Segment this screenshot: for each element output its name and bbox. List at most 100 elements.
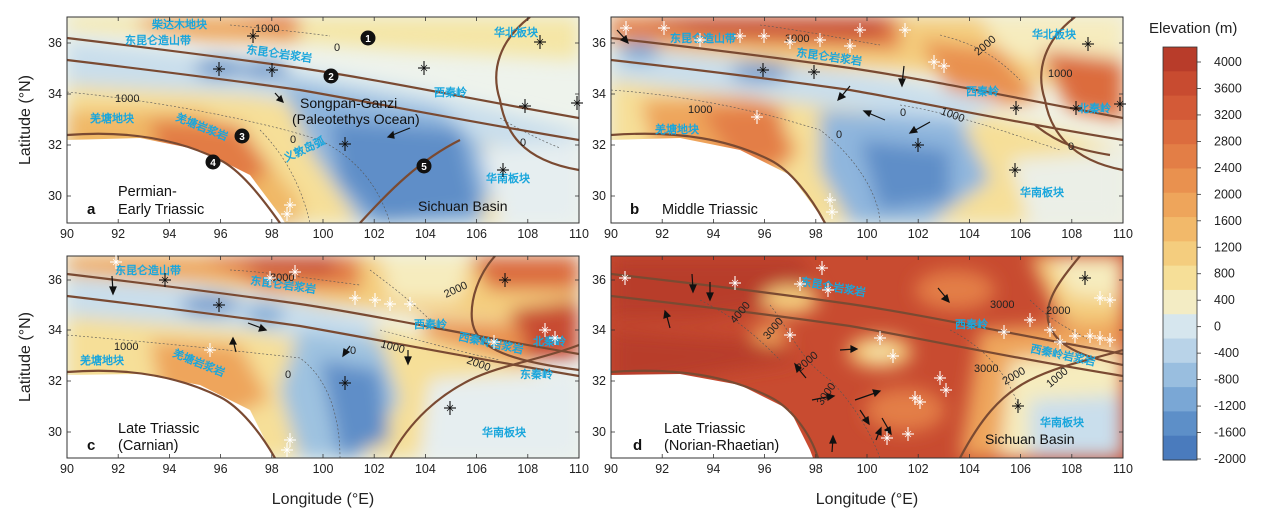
panel-d-sichuan-basin: Sichuan Basin [985,431,1075,447]
sample-site-marker [854,23,866,37]
sample-site-marker [339,137,351,151]
x-tick-label: 100 [857,462,878,476]
x-tick-label: 98 [265,227,279,241]
panel-c-label-east-kunlun: 东昆仑造山带 [115,263,181,277]
x-tick-label: 92 [111,462,125,476]
colorbar-tick-label: 800 [1214,267,1235,281]
x-tick-label: 106 [466,227,487,241]
sample-site-marker [1114,97,1126,111]
panel-a-contour-0-left: 0 [290,134,296,146]
panel-c-flow-arrows [109,275,412,366]
colorbar-tick-label: 3200 [1214,108,1242,122]
x-tick-label: 90 [60,227,74,241]
x-tick-label: 110 [569,462,589,476]
x-axis-label-right: Longitude (°E) [816,491,918,508]
x-tick-label: 108 [517,462,538,476]
sample-site-marker [1094,331,1106,345]
panel-a-flow-arrows [274,92,411,139]
y-tick-label: 36 [592,273,606,287]
sample-site-marker [519,99,531,113]
panel-d-title-line2: (Norian-Rhaetian) [664,438,779,454]
colorbar-swatch [1163,168,1197,194]
sample-site-marker [794,277,806,291]
panel-b-title-line1: Middle Triassic [662,202,758,218]
y-tick-label: 36 [592,36,606,50]
colorbar-title: Elevation (m) [1149,20,1237,37]
sample-site-marker [539,323,551,337]
sample-site-marker [281,443,293,457]
panel-a-contour-0-right: 0 [520,137,526,149]
x-tick-label: 106 [466,462,487,476]
x-tick-label: 92 [111,227,125,241]
sample-site-marker [110,255,122,269]
sample-site-marker [497,163,509,177]
sample-site-marker [284,198,296,212]
sample-site-marker [339,376,351,390]
panel-c-contour-1000-l: 1000 [114,341,138,353]
panel-a-sichuan-basin: Sichuan Basin [418,198,508,214]
panel-a-marker-5: 5 [416,158,432,174]
colorbar-tick-label: 1200 [1214,240,1242,254]
x-tick-label: 102 [908,462,929,476]
sample-site-marker [734,29,746,43]
sample-site-marker [369,293,381,307]
sample-site-marker [694,33,706,47]
colorbar-swatch [1163,314,1197,340]
panel-a-label-north-china: 华北板块 [494,25,539,39]
panel-d-contour-3000-c: 3000 [974,363,998,375]
colorbar-swatch [1163,95,1197,121]
sample-site-marker [284,433,296,447]
panel-b-contour-0-c: 0 [1068,141,1074,153]
panel-a-marker-1: 1 [360,30,376,46]
panel-a-blank-area [67,138,285,223]
colorbar-tick-label: 400 [1214,293,1235,307]
svg-text:4: 4 [210,158,216,169]
sample-site-marker [247,29,259,43]
panel-c-contour-0-a: 0 [350,345,356,357]
y-axis-label-bottom: Latitude (°N) [17,312,34,402]
colorbar-tick-label: -2000 [1214,452,1246,466]
x-tick-label: 106 [1010,462,1031,476]
sample-site-marker [549,331,561,345]
y-tick-label: 32 [592,138,606,152]
sample-site-marker [213,62,225,76]
sample-site-marker [940,383,952,397]
x-tick-label: 90 [604,462,618,476]
x-tick-label: 96 [758,462,772,476]
sample-site-marker [808,65,820,79]
panel-c-label-north-qinling: 北秦岭 [533,334,566,348]
colorbar-tick-label: -1200 [1214,399,1246,413]
y-tick-label: 34 [48,323,62,337]
colorbar-swatch [1163,217,1197,242]
panel-a-title-line1: Permian- [118,184,177,200]
panel-d-blank-area [611,374,813,458]
svg-text:3: 3 [239,132,245,143]
sample-site-marker [204,343,216,357]
sample-site-marker [1012,399,1024,413]
x-tick-label: 96 [214,462,228,476]
y-tick-label: 34 [48,87,62,101]
sample-site-marker [822,283,834,297]
panel-c-blank-area [67,374,273,458]
colorbar-tick-label: 4000 [1214,55,1242,69]
x-tick-label: 108 [1061,227,1082,241]
y-tick-label: 30 [48,425,62,439]
sample-site-marker [881,431,893,445]
panel-a-label-east-kunlun: 东昆仑造山带 [125,33,191,47]
sample-site-marker [1084,329,1096,343]
sample-site-marker [266,63,278,77]
panel-b-label-qiangtang: 羌塘地块 [655,122,700,136]
panel-c-label-west-qinling: 西秦岭 [414,317,447,331]
y-tick-label: 32 [48,138,62,152]
x-tick-label: 108 [517,227,538,241]
x-tick-label: 106 [1010,227,1031,241]
x-tick-label: 94 [706,227,720,241]
x-tick-label: 94 [162,462,176,476]
colorbar-tick-labels: 400036003200280024002000160012008004000-… [1197,55,1246,466]
panel-a-contour-0-top: 0 [334,42,340,54]
sample-site-marker [534,35,546,49]
y-tick-label: 34 [592,87,606,101]
colorbar-tick-label: 1600 [1214,214,1242,228]
y-tick-label: 30 [48,189,62,203]
